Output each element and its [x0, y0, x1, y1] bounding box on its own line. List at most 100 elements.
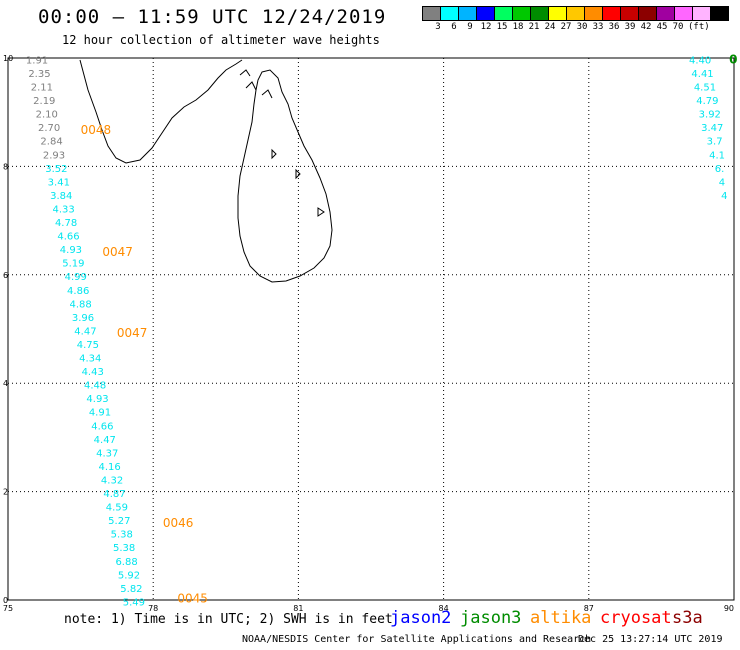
legend-label: 33 — [592, 22, 604, 32]
satellite-s3a: s3a — [672, 608, 703, 628]
lat-tick-label: 10 — [3, 54, 13, 63]
satellite-cryosat: cryosat — [600, 608, 672, 628]
wave-height-value: 4.16 — [99, 462, 121, 473]
pass-time-label: 0048 — [81, 123, 112, 137]
wave-height-value: 6. — [715, 164, 725, 175]
wave-height-value: 4.43 — [82, 367, 104, 378]
wave-height-value: 3.96 — [72, 313, 94, 324]
wave-height-value: 4.51 — [694, 83, 716, 94]
legend-swatch — [710, 6, 729, 21]
legend-label: 18 — [512, 22, 524, 32]
wave-height-value: 4.75 — [77, 340, 99, 351]
sri-lanka-small-islands — [271, 148, 325, 217]
legend-label: 9 — [467, 22, 473, 32]
wave-height-value: 4.33 — [53, 204, 75, 215]
wave-height-value: 4.78 — [55, 218, 77, 229]
satellite-jason3: jason3 — [460, 608, 522, 628]
lat-tick-label: 2 — [3, 488, 8, 497]
legend-label: 3 — [435, 22, 441, 32]
wave-height-value: 4.48 — [84, 381, 106, 392]
lat-tick-label: 8 — [3, 162, 8, 171]
wave-height-value: 4.86 — [67, 286, 89, 297]
units-note: note: 1) Time is in UTC; 2) SWH is in fe… — [64, 612, 393, 627]
lon-tick-label: 90 — [724, 604, 734, 613]
wave-height-value: 4.34 — [79, 354, 101, 365]
wave-height-value: 4 — [721, 191, 727, 202]
wave-height-value: 2.35 — [28, 69, 50, 80]
wave-height-value: 4.93 — [60, 245, 82, 256]
footer-credit: NOAA/NESDIS Center for Satellite Applica… — [242, 634, 592, 645]
wave-height-value: 4.32 — [101, 475, 123, 486]
wave-height-value: 3.7 — [707, 137, 723, 148]
lon-tick-label: 87 — [584, 604, 594, 613]
wave-height-value: 4.37 — [96, 448, 118, 459]
color-legend-labels: 3 6 9 12 15 18 21 24 27 30 33 36 39 42 45 70 (ft) — [422, 22, 710, 32]
lat-tick-label: 0 — [3, 596, 8, 605]
legend-unit: (ft) — [688, 22, 710, 32]
color-legend — [422, 6, 729, 21]
map-grid — [7, 57, 735, 601]
legend-label: 70 — [672, 22, 684, 32]
legend-label: 27 — [560, 22, 572, 32]
wave-height-value: 4.40 — [689, 55, 711, 66]
wave-height-value: 4.47 — [94, 435, 116, 446]
pass-time-label: 0 — [729, 52, 737, 66]
wave-height-value: 4.47 — [74, 326, 96, 337]
wave-height-value: 5.92 — [118, 570, 140, 581]
wave-height-value: 2.10 — [36, 110, 58, 121]
legend-label: 30 — [576, 22, 588, 32]
legend-label: 6 — [451, 22, 457, 32]
sri-lanka-coastline — [237, 69, 333, 283]
wave-height-value: 2.93 — [43, 150, 65, 161]
wave-height-value: 4 — [719, 177, 725, 188]
satellite-altika: altika — [530, 608, 592, 628]
wave-height-value: 4.93 — [86, 394, 108, 405]
wave-height-value: 1.91 — [26, 55, 48, 66]
wave-height-value: 3.92 — [699, 110, 721, 121]
legend-label: 39 — [624, 22, 636, 32]
wave-height-value: 3.52 — [45, 164, 67, 175]
wave-height-value: 6.88 — [115, 557, 137, 568]
page-title: 00:00 – 11:59 UTC 12/24/2019 — [38, 6, 387, 28]
wave-height-value: 4.99 — [65, 272, 87, 283]
wave-height-value: 3.47 — [701, 123, 723, 134]
wave-height-value: 4.87 — [103, 489, 125, 500]
pass-time-label: 0045 — [177, 592, 208, 606]
legend-label: 42 — [640, 22, 652, 32]
lon-tick-label: 84 — [439, 604, 449, 613]
lon-tick-label: 78 — [148, 604, 158, 613]
legend-label: 36 — [608, 22, 620, 32]
wave-height-value: 4.41 — [691, 69, 713, 80]
legend-label: 45 — [656, 22, 668, 32]
wave-height-value: 5.19 — [62, 259, 84, 270]
wave-height-value: 2.84 — [40, 137, 62, 148]
india-coastline — [79, 59, 243, 164]
legend-label: 21 — [528, 22, 540, 32]
wave-height-value: 4.88 — [69, 299, 91, 310]
legend-label: 12 — [480, 22, 492, 32]
generated-timestamp: Dec 25 13:27:14 UTC 2019 — [578, 634, 723, 645]
wave-height-value: 5.27 — [108, 516, 130, 527]
wave-height-value: 2.70 — [38, 123, 60, 134]
map-frame — [7, 57, 735, 601]
pass-time-label: 0047 — [117, 326, 148, 340]
wave-height-value: 2.11 — [31, 83, 53, 94]
wave-height-value: 4.91 — [89, 408, 111, 419]
page-subtitle: 12 hour collection of altimeter wave hei… — [62, 33, 380, 47]
wave-height-value: 4.79 — [696, 96, 718, 107]
wave-height-value: 5.38 — [111, 530, 133, 541]
palk-strait-islands — [239, 69, 273, 99]
lat-tick-label: 6 — [3, 271, 8, 280]
wave-height-value: 3.41 — [48, 177, 70, 188]
legend-label: 24 — [544, 22, 556, 32]
legend-label: 15 — [496, 22, 508, 32]
wave-height-value: 3.84 — [50, 191, 72, 202]
lat-tick-label: 4 — [3, 379, 8, 388]
pass-time-label: 0046 — [163, 516, 194, 530]
pass-time-label: 0047 — [102, 245, 133, 259]
wave-height-value: 2.19 — [33, 96, 55, 107]
altimeter-tracks: 1.91 2.35 2.11 2.19 2.10 2.70 2.84 2.93 3.52 3.41… — [26, 52, 738, 608]
lon-tick-label: 81 — [293, 604, 303, 613]
wave-height-value: 4.66 — [91, 421, 113, 432]
